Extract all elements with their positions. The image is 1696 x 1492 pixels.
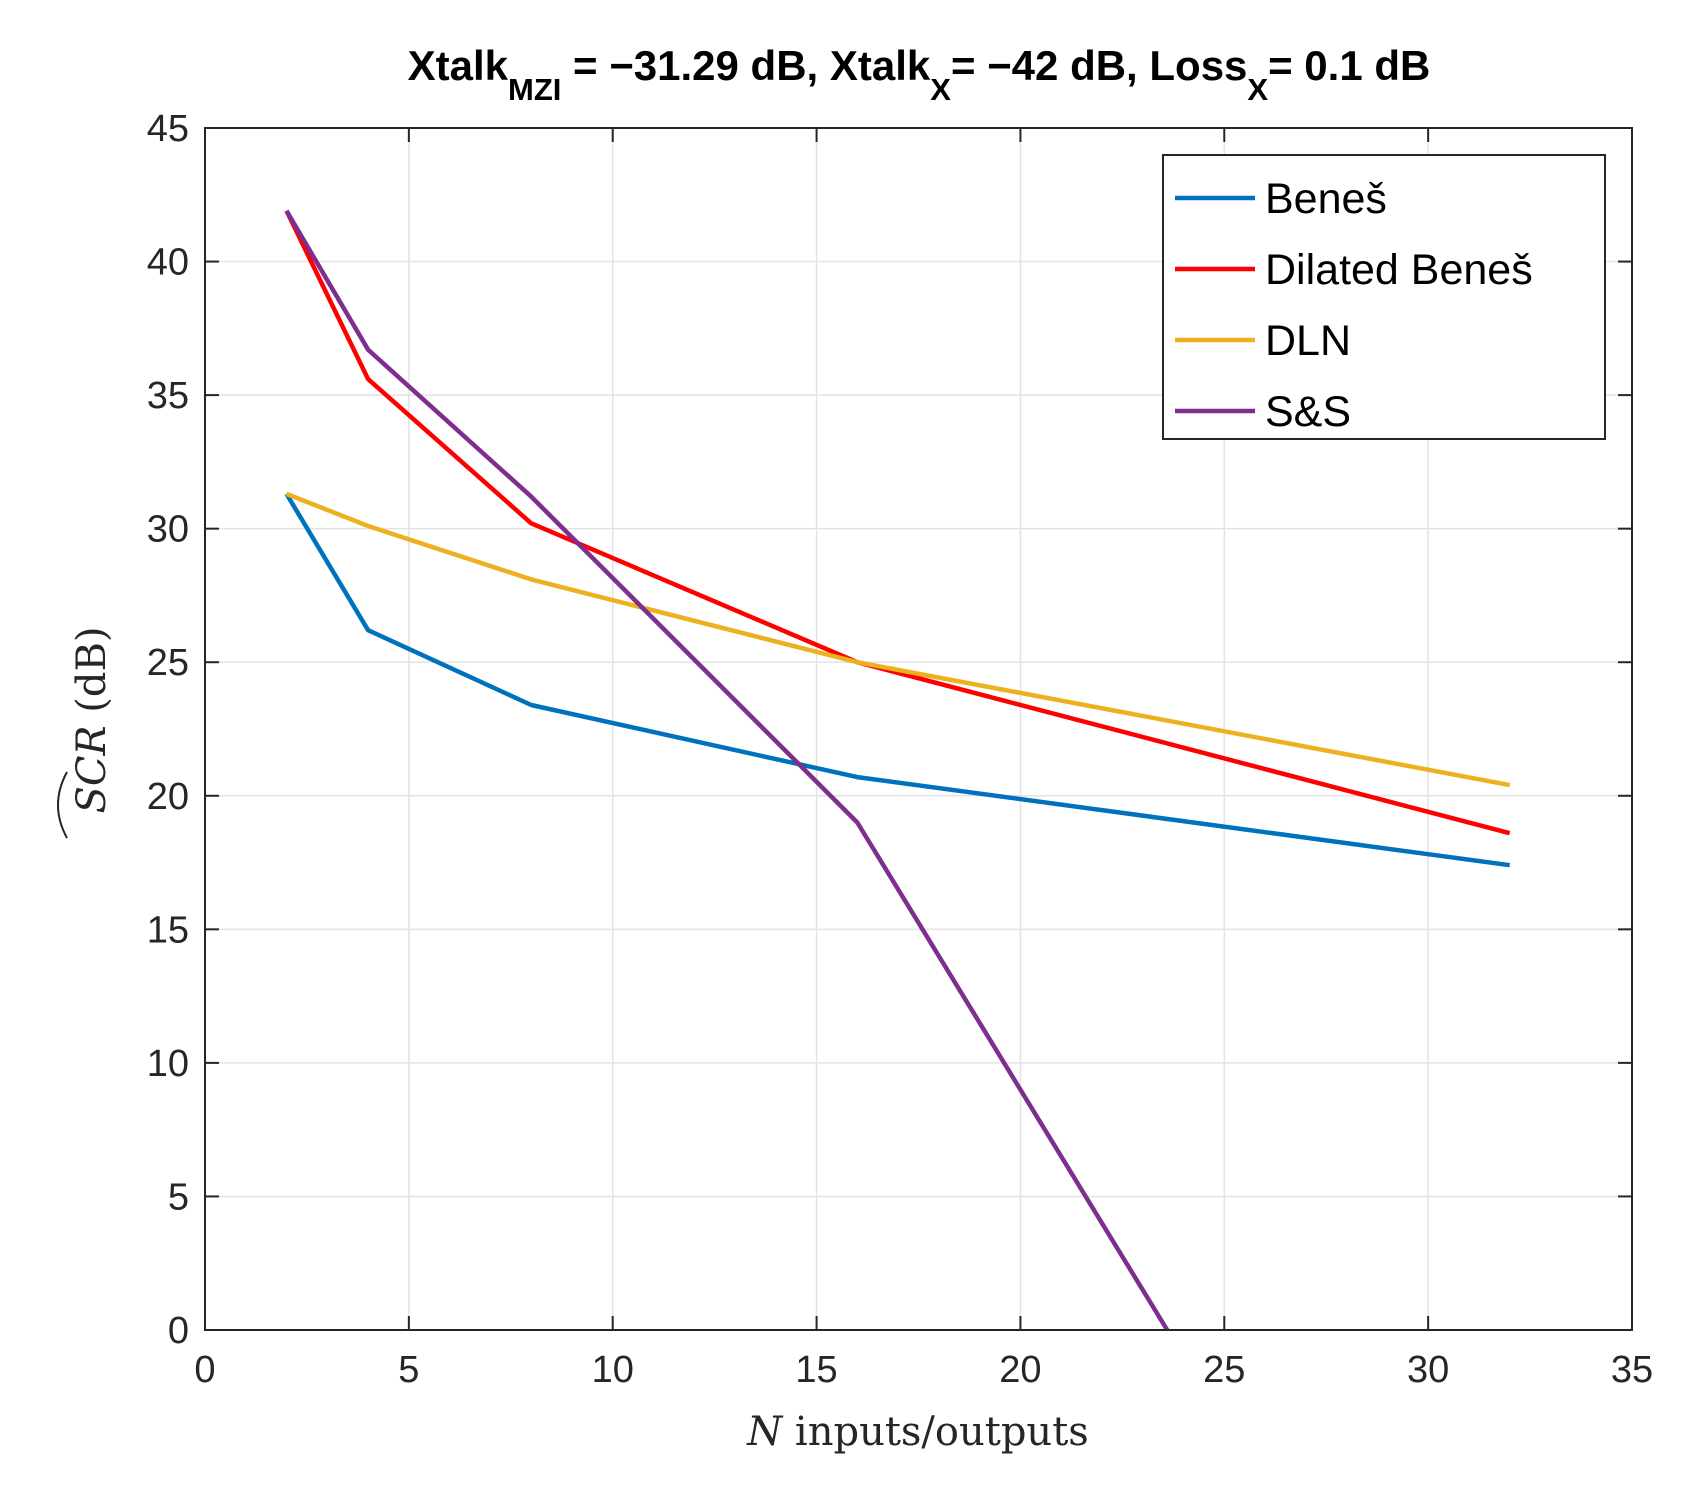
chart-title: XtalkMZI = −31.29 dB, XtalkX= −42 dB, Lo…: [408, 42, 1431, 107]
y-tick-label: 0: [168, 1310, 189, 1352]
x-tick-label: 30: [1407, 1349, 1449, 1391]
x-tick-label: 10: [592, 1349, 634, 1391]
series-line-2: [284, 209, 1511, 836]
y-tick-label: 20: [147, 776, 189, 818]
series-line-1: [284, 492, 1511, 868]
x-tick-label: 0: [194, 1349, 215, 1391]
y-axis-label-var: SCR: [69, 725, 115, 813]
axes: 0 5 10 15 20 25 30 35 0 5 10 15 20 25 30 35 40 45: [147, 108, 1653, 1391]
y-tick-label: 30: [147, 509, 189, 551]
y-tick-label: 5: [168, 1176, 189, 1218]
svg-text:SCR (dB): SCR (dB): [69, 626, 115, 813]
y-axis-label: SCR (dB): [57, 626, 115, 839]
series-line-4: [284, 209, 1170, 1332]
y-tick-label: 35: [147, 375, 189, 417]
x-axis-label-rest: inputs/outputs: [782, 1409, 1089, 1455]
y-tick-label: 15: [147, 909, 189, 951]
title-sub-3: X: [1247, 72, 1268, 107]
legend-box: [1162, 154, 1606, 440]
x-tick-label: 20: [999, 1349, 1041, 1391]
series-line-3: [285, 491, 1511, 788]
x-tick-label: 15: [795, 1349, 837, 1391]
x-tick-label: 35: [1611, 1349, 1653, 1391]
y-tick-label: 40: [147, 242, 189, 284]
plot-frame: [204, 127, 1633, 1331]
title-sub-1: MZI: [508, 72, 561, 107]
title-part-3: = −42 dB, Loss: [951, 42, 1247, 89]
title-part-1: Xtalk: [408, 42, 509, 89]
y-axis-label-rest: (dB): [69, 626, 115, 725]
legend-label-2: Dilated Beneš: [1265, 246, 1533, 294]
legend-label-1: Beneš: [1265, 175, 1387, 223]
y-axis-label-hat: [57, 771, 68, 839]
series-lines: [284, 209, 1511, 1332]
y-tick-label: 25: [147, 642, 189, 684]
legend-label-4: S&S: [1265, 388, 1351, 436]
legend-label-3: DLN: [1265, 317, 1351, 365]
x-tick-label: 25: [1203, 1349, 1245, 1391]
legend: Beneš Dilated Beneš DLN S&S: [1162, 154, 1606, 440]
title-part-4: = 0.1 dB: [1268, 42, 1430, 89]
title-part-2: = −31.29 dB, Xtalk: [561, 42, 931, 89]
title-sub-2: X: [930, 72, 951, 107]
x-tick-label: 5: [398, 1349, 419, 1391]
x-axis-label-var: N: [746, 1409, 784, 1455]
y-tick-label: 10: [147, 1043, 189, 1085]
y-tick-label: 45: [147, 108, 189, 150]
x-axis-label: N inputs/outputs: [746, 1409, 1089, 1455]
